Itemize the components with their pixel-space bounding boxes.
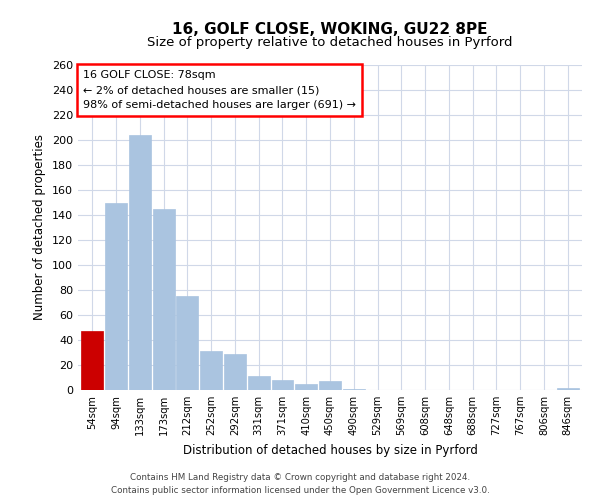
Bar xyxy=(129,135,151,390)
Text: Contains HM Land Registry data © Crown copyright and database right 2024.
Contai: Contains HM Land Registry data © Crown c… xyxy=(110,473,490,495)
Text: Size of property relative to detached houses in Pyrford: Size of property relative to detached ho… xyxy=(147,36,513,49)
Bar xyxy=(200,351,222,390)
Bar xyxy=(272,380,293,390)
Text: 16, GOLF CLOSE, WOKING, GU22 8PE: 16, GOLF CLOSE, WOKING, GU22 8PE xyxy=(172,22,488,38)
Bar xyxy=(295,384,317,390)
Bar xyxy=(248,376,269,390)
Bar xyxy=(152,209,175,390)
Bar xyxy=(105,202,127,390)
Bar xyxy=(319,381,341,390)
Bar xyxy=(557,388,578,390)
Bar xyxy=(224,354,246,390)
Bar xyxy=(82,331,103,390)
Bar xyxy=(343,389,365,390)
Y-axis label: Number of detached properties: Number of detached properties xyxy=(34,134,46,320)
X-axis label: Distribution of detached houses by size in Pyrford: Distribution of detached houses by size … xyxy=(182,444,478,456)
Bar xyxy=(176,296,198,390)
Text: 16 GOLF CLOSE: 78sqm
← 2% of detached houses are smaller (15)
98% of semi-detach: 16 GOLF CLOSE: 78sqm ← 2% of detached ho… xyxy=(83,70,356,110)
